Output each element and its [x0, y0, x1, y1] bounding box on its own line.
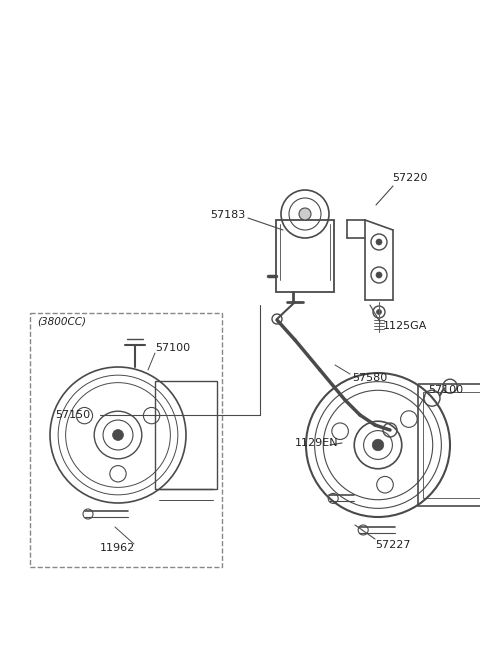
Bar [30, 313, 222, 567]
Circle shape [376, 272, 382, 278]
Text: (3800CC): (3800CC) [37, 317, 86, 327]
Text: 1129EN: 1129EN [295, 438, 338, 448]
Text: 1125GA: 1125GA [383, 321, 427, 331]
Circle shape [372, 440, 384, 451]
Bar [156, 381, 216, 489]
Circle shape [299, 208, 311, 220]
Circle shape [376, 239, 382, 245]
Text: 11962: 11962 [100, 543, 135, 553]
Circle shape [376, 310, 382, 314]
Bar [418, 384, 480, 506]
Text: 57100: 57100 [428, 385, 463, 395]
Circle shape [112, 430, 123, 440]
Text: 57183: 57183 [210, 210, 245, 220]
Text: 57220: 57220 [392, 173, 427, 183]
Text: 57227: 57227 [375, 540, 410, 550]
Bar [422, 392, 480, 498]
Text: 57150: 57150 [55, 410, 90, 420]
Bar [276, 220, 334, 292]
Text: 57100: 57100 [155, 343, 190, 353]
Text: 57580: 57580 [352, 373, 387, 383]
